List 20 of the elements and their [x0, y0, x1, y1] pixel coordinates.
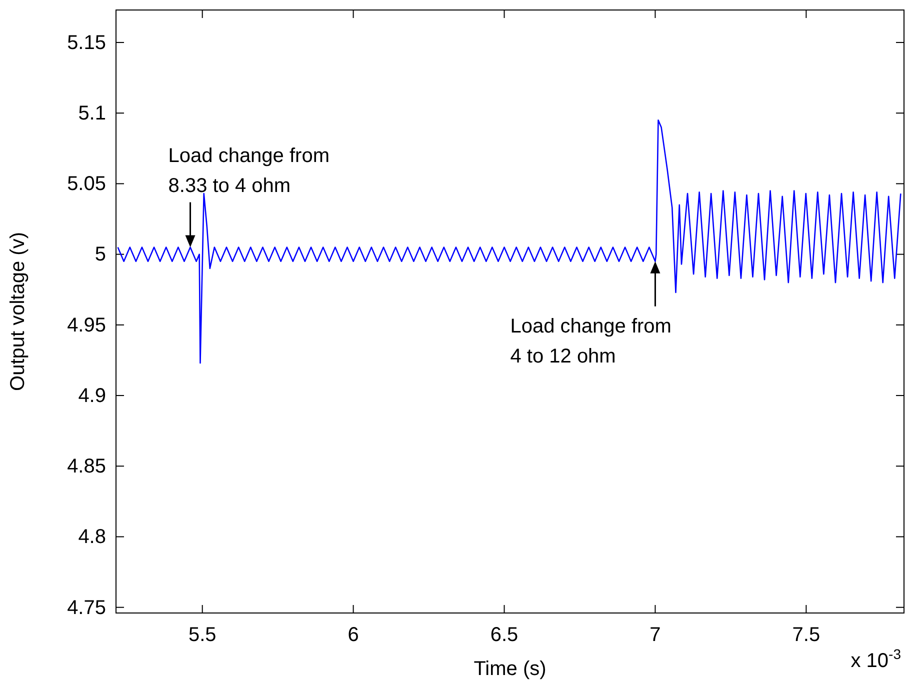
x-tick-label: 6	[348, 624, 359, 646]
y-tick-label: 5.1	[78, 102, 106, 124]
x-tick-label: 5.5	[188, 624, 216, 646]
y-tick-label: 5.05	[67, 173, 106, 196]
y-tick-label: 4.9	[78, 384, 106, 407]
x-tick-label: 7.5	[792, 624, 820, 646]
y-tick-label: 5.15	[67, 32, 106, 54]
y-tick-label: 4.85	[67, 456, 106, 478]
annotation: Load change from 4 to 12 ohm	[510, 315, 672, 368]
y-tick-label: 4.8	[78, 526, 106, 548]
y-axis-title: Output voltage (v)	[7, 232, 29, 391]
x-tick-label: 6.5	[490, 624, 518, 646]
line-series	[117, 120, 902, 364]
y-tick-label: 4.75	[67, 596, 106, 619]
annotation: Load change from 8.33 to 4 ohm	[168, 145, 330, 198]
x-tick-label: 7	[650, 624, 661, 646]
text: x 10$^{-3}$	[850, 646, 902, 672]
y-tick-label: 5	[94, 244, 106, 266]
x-axis-title: Time (s)	[474, 658, 546, 680]
y-tick-label: 4.95	[67, 314, 106, 336]
